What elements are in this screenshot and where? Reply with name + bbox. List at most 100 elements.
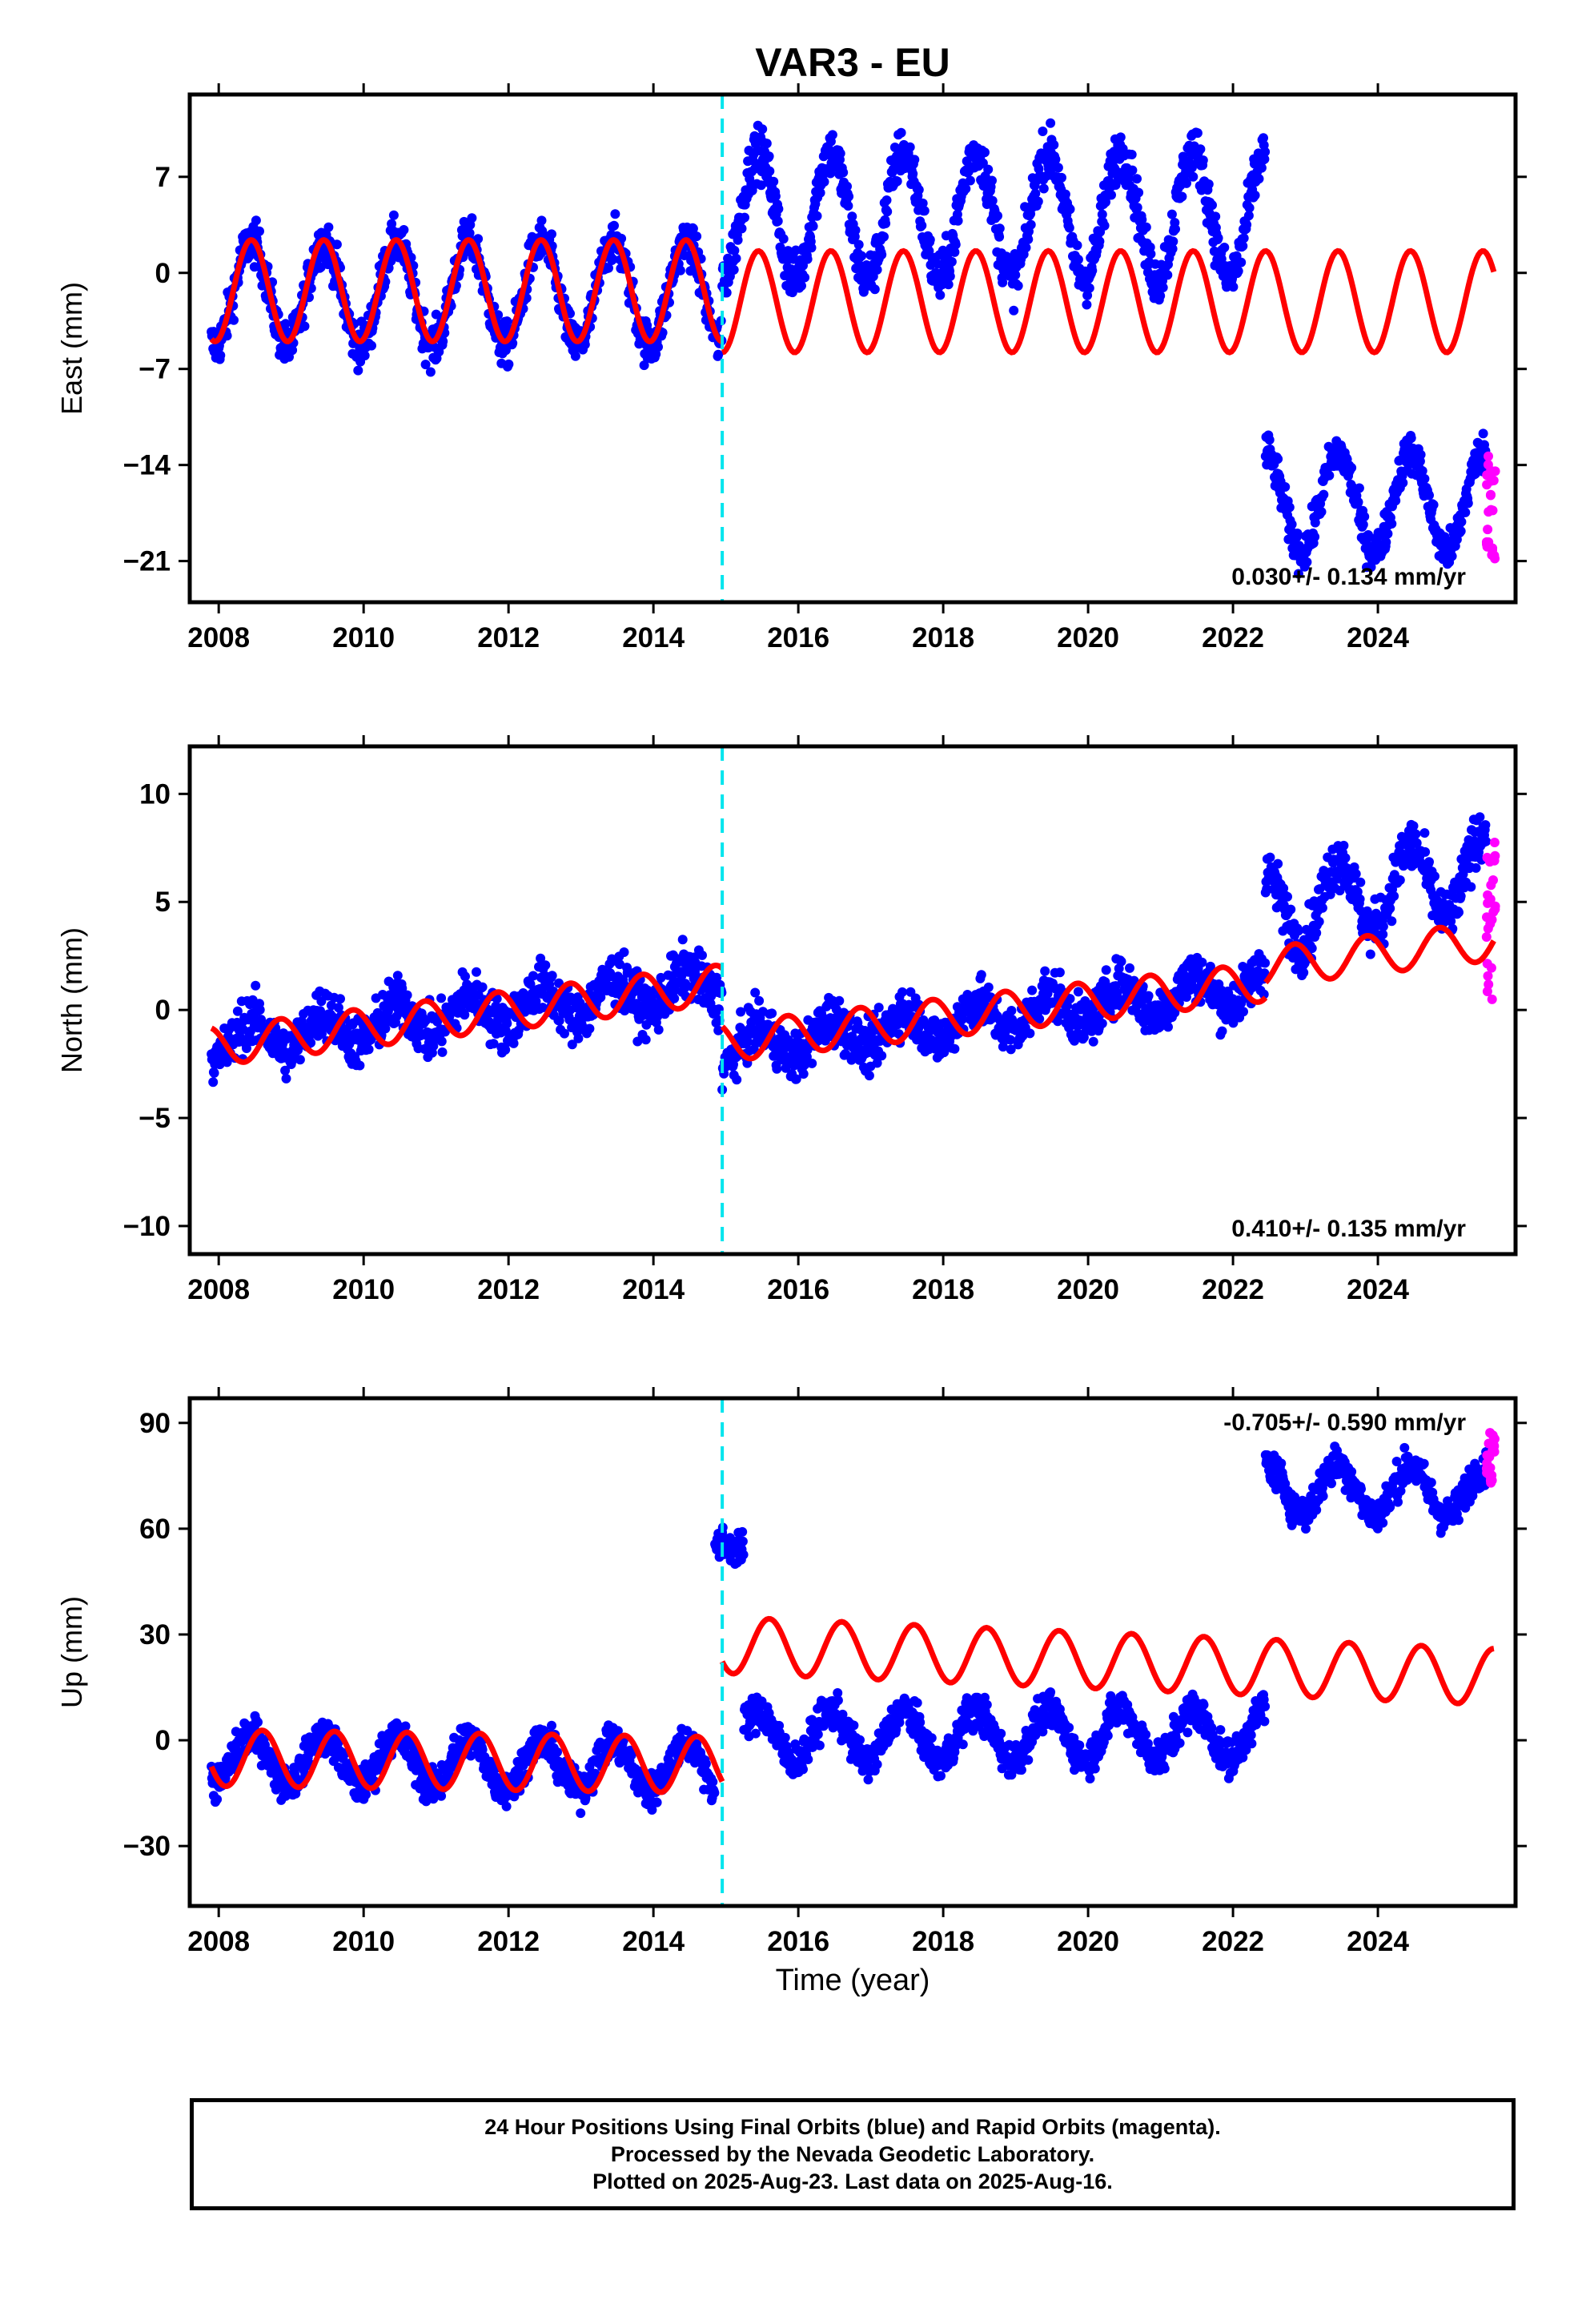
- panels: 2008 2010 2012 2014 2016 2018 2020 2022 202470−7…: [55, 83, 1527, 1957]
- final-orbit-point: [1354, 483, 1364, 493]
- final-orbit-point: [222, 1057, 232, 1068]
- final-orbit-point: [1082, 300, 1092, 310]
- final-orbit-point: [1243, 211, 1254, 221]
- y-tick-label: 0: [155, 995, 171, 1026]
- final-orbit-point: [1351, 869, 1361, 879]
- final-orbit-point: [1046, 118, 1056, 128]
- final-orbit-point: [1009, 305, 1019, 316]
- final-orbit-point: [1030, 188, 1041, 199]
- final-orbit-point: [502, 316, 512, 327]
- plot-area-up: [207, 1428, 1500, 1819]
- model-curve-north-1: [720, 964, 1268, 1062]
- final-orbit-point: [1481, 836, 1492, 846]
- final-orbit-point: [1192, 128, 1203, 139]
- final-orbit-point: [1205, 961, 1215, 971]
- final-orbit-point: [732, 1075, 742, 1085]
- final-orbit-point: [656, 972, 666, 983]
- final-orbit-point: [315, 262, 326, 272]
- rapid-orbit-point: [1483, 898, 1493, 908]
- final-orbit-point: [1471, 862, 1481, 873]
- final-orbit-point: [215, 350, 226, 360]
- final-orbit-point: [1417, 466, 1427, 476]
- final-orbit-point: [1398, 477, 1408, 488]
- final-orbit-point: [653, 342, 663, 352]
- final-orbit-point: [570, 351, 580, 361]
- rapid-orbit-point: [1487, 915, 1497, 925]
- final-orbit-point: [1158, 283, 1168, 292]
- final-orbit-point: [1456, 517, 1467, 527]
- final-orbit-point: [436, 993, 447, 1003]
- rapid-orbit-point: [1483, 890, 1493, 900]
- final-orbit-point: [733, 235, 743, 245]
- final-orbit-point: [1286, 904, 1296, 915]
- y-axis-label-north: North (mm): [55, 927, 88, 1073]
- final-orbit-point: [1250, 190, 1260, 200]
- final-orbit-point: [850, 225, 861, 235]
- rate-label-north: 0.410+/- 0.135 mm/yr: [1231, 1216, 1466, 1242]
- final-orbit-point: [1065, 204, 1075, 215]
- final-orbit-point: [993, 211, 1002, 221]
- final-orbit-point: [1428, 500, 1439, 510]
- final-orbit-point: [1411, 838, 1422, 848]
- final-orbit-point: [797, 280, 806, 291]
- final-orbit-point: [1168, 236, 1178, 247]
- final-orbit-point: [1084, 283, 1094, 293]
- final-orbit-point: [619, 947, 629, 957]
- final-orbit-point: [1064, 223, 1074, 233]
- final-orbit-point: [1456, 526, 1466, 537]
- final-orbit-point: [1233, 266, 1243, 276]
- plot-frame-north: [187, 744, 1518, 1256]
- final-orbit-point: [958, 1014, 968, 1024]
- final-orbit-point: [1293, 926, 1303, 936]
- final-orbit-point: [953, 215, 963, 226]
- final-orbit-point: [675, 265, 685, 275]
- final-orbit-point: [1310, 532, 1320, 542]
- final-orbit-point: [1097, 209, 1107, 219]
- final-orbit-point: [472, 967, 481, 977]
- rapid-orbit-point: [1482, 541, 1492, 552]
- final-orbit-point: [331, 239, 342, 250]
- final-orbit-point: [1480, 820, 1491, 830]
- plot-area-east: [207, 118, 1500, 579]
- final-orbit-point: [1292, 529, 1303, 538]
- final-orbit-point: [819, 177, 829, 187]
- final-orbit-point: [802, 254, 813, 264]
- final-orbit-point: [1419, 828, 1430, 838]
- final-orbit-point: [508, 1038, 519, 1048]
- final-orbit-point: [1264, 435, 1275, 445]
- final-orbit-point: [1424, 857, 1434, 867]
- final-orbit-point: [1395, 875, 1405, 885]
- final-orbit-point: [1307, 943, 1317, 954]
- model-curve-north-2: [1263, 924, 1496, 985]
- final-orbit-point: [950, 247, 960, 257]
- final-orbit-point: [835, 148, 845, 159]
- final-orbit-point: [640, 1035, 651, 1045]
- final-orbit-point: [1146, 249, 1156, 259]
- final-orbit-point: [397, 983, 408, 994]
- final-orbit-point: [1463, 498, 1473, 509]
- final-orbit-point: [1238, 241, 1248, 251]
- final-orbit-point: [399, 225, 409, 235]
- final-orbit-point: [945, 271, 955, 281]
- final-orbit-point: [882, 207, 893, 217]
- final-orbit-point: [1460, 507, 1471, 517]
- final-orbit-point: [531, 996, 541, 1007]
- final-orbit-point: [547, 229, 556, 239]
- final-orbit-point: [1132, 174, 1142, 184]
- final-orbit-point: [807, 1058, 817, 1068]
- final-orbit-point: [1166, 209, 1177, 219]
- final-orbit-point: [1355, 894, 1365, 904]
- final-orbit-point: [388, 210, 399, 220]
- final-orbit-point: [1025, 1028, 1035, 1039]
- final-orbit-point: [800, 272, 810, 283]
- final-orbit-point: [432, 1016, 443, 1027]
- x-tick-label: 2012: [477, 1274, 540, 1305]
- final-orbit-point: [769, 176, 779, 187]
- final-orbit-point: [843, 201, 853, 211]
- final-orbit-point: [677, 935, 688, 945]
- rapid-orbit-point: [1489, 838, 1500, 847]
- final-orbit-point: [857, 251, 867, 261]
- final-orbit-point: [1073, 987, 1083, 997]
- final-orbit-point: [1478, 428, 1488, 439]
- final-orbit-point: [847, 211, 857, 222]
